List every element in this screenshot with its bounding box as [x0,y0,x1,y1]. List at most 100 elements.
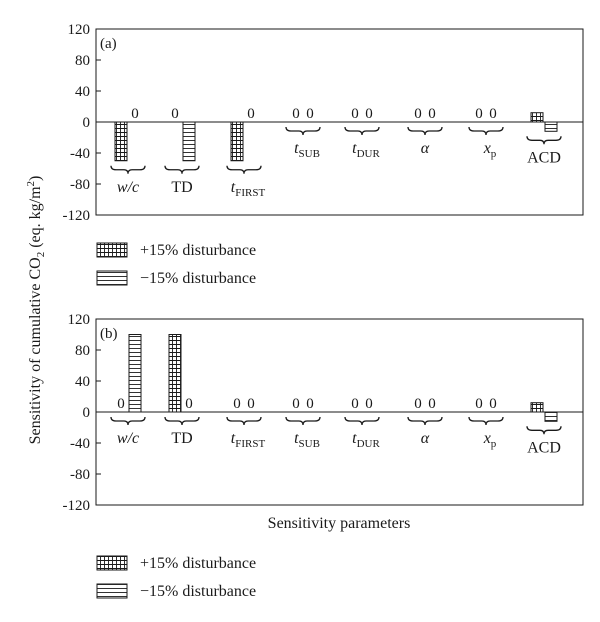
legend-swatch-plus15 [96,242,128,258]
category-label: tDUR [352,140,380,160]
y-axis-label-suffix: ) [27,176,44,181]
zero-value-label: 0 [365,106,373,122]
y-tick-label: -80 [70,177,90,193]
bar-plus15-1 [168,334,182,413]
legend-swatch-minus15 [96,583,128,599]
zero-value-label: 0 [171,106,179,122]
y-axis-label-sup: 2 [25,181,37,187]
legend-label: +15% disturbance [140,242,256,259]
y-tick-label: -120 [63,208,91,224]
y-axis-label-prefix: Sensitivity of cumulative CO [27,257,44,444]
y-tick-label: -80 [70,467,90,483]
zero-value-label: 0 [185,396,193,412]
category-label: tFIRST [231,179,266,199]
category-label: w/c [117,430,139,447]
y-tick-label: 80 [75,53,90,69]
category-label: tDUR [352,430,380,450]
category-brace [285,126,321,136]
y-axis-label-mid: (eq. kg/m [27,186,44,252]
category-brace [526,136,562,145]
category-brace [526,426,562,435]
category-label: tFIRST [231,430,266,450]
category-label: ACD [527,439,561,456]
zero-value-label: 0 [247,396,255,412]
zero-value-label: 0 [475,396,483,412]
y-tick-label: 80 [75,343,90,359]
category-label: xp [483,430,497,450]
bar-minus15-0 [128,334,142,413]
category-brace [226,416,262,426]
zero-value-label: 0 [233,396,241,412]
bar-plus15-7 [530,112,544,123]
panel-label: (b) [100,326,118,342]
zero-value-label: 0 [428,396,436,412]
zero-value-label: 0 [292,106,300,122]
category-brace [285,416,321,426]
zero-value-label: 0 [489,106,497,122]
y-axis-label: Sensitivity of cumulative CO2 (eq. kg/m2… [25,176,47,445]
category-label: tSUB [294,430,320,450]
legend-swatch-minus15 [96,270,128,286]
zero-value-label: 0 [292,396,300,412]
category-label: α [421,140,430,157]
category-label: xp [483,140,497,160]
category-label: w/c [117,179,139,196]
category-brace [110,165,146,174]
y-tick-label: 120 [68,22,91,38]
category-label: tSUB [294,140,320,160]
category-label: TD [171,179,192,196]
y-tick-label: 40 [75,374,90,390]
x-axis-label: Sensitivity parameters [268,515,411,532]
zero-value-label: 0 [351,396,359,412]
y-tick-label: -40 [70,146,90,162]
zero-value-label: 0 [414,396,422,412]
category-brace [226,165,262,174]
zero-value-label: 0 [489,396,497,412]
bar-plus15-7 [530,402,544,413]
zero-value-label: 0 [131,106,139,122]
zero-value-label: 0 [428,106,436,122]
bar-minus15-7 [544,411,558,422]
legend-a: +15% disturbance −15% disturbance [96,242,256,287]
category-brace [164,416,200,426]
y-tick-label: 0 [83,405,91,421]
bar-plus15-2 [230,121,244,162]
bar-minus15-7 [544,121,558,132]
category-label: TD [171,430,192,447]
zero-value-label: 0 [306,396,314,412]
zero-value-label: 0 [365,396,373,412]
category-brace [110,416,146,426]
y-tick-label: 120 [68,312,91,328]
y-tick-label: 40 [75,84,90,100]
category-label: α [421,430,430,447]
y-tick-label: -40 [70,436,90,452]
category-brace [344,126,380,136]
legend-swatch-plus15 [96,555,128,571]
legend-label: −15% disturbance [140,270,256,287]
panel-label: (a) [100,36,117,52]
zero-value-label: 0 [475,106,483,122]
category-brace [164,165,200,174]
y-tick-label: 0 [83,115,91,131]
zero-value-label: 0 [351,106,359,122]
bar-minus15-1 [182,121,196,162]
legend-label: +15% disturbance [140,555,256,572]
category-brace [407,416,443,426]
zero-value-label: 0 [247,106,255,122]
category-label: ACD [527,149,561,166]
bar-plus15-0 [114,121,128,162]
legend-label: −15% disturbance [140,583,256,600]
zero-value-label: 0 [414,106,422,122]
category-brace [344,416,380,426]
category-brace [468,126,504,136]
y-axis-label-sub: 2 [35,252,47,258]
zero-value-label: 0 [306,106,314,122]
y-tick-label: -120 [63,498,91,514]
legend-b: +15% disturbance −15% disturbance [96,555,256,600]
category-brace [468,416,504,426]
category-brace [407,126,443,136]
zero-value-label: 0 [117,396,125,412]
